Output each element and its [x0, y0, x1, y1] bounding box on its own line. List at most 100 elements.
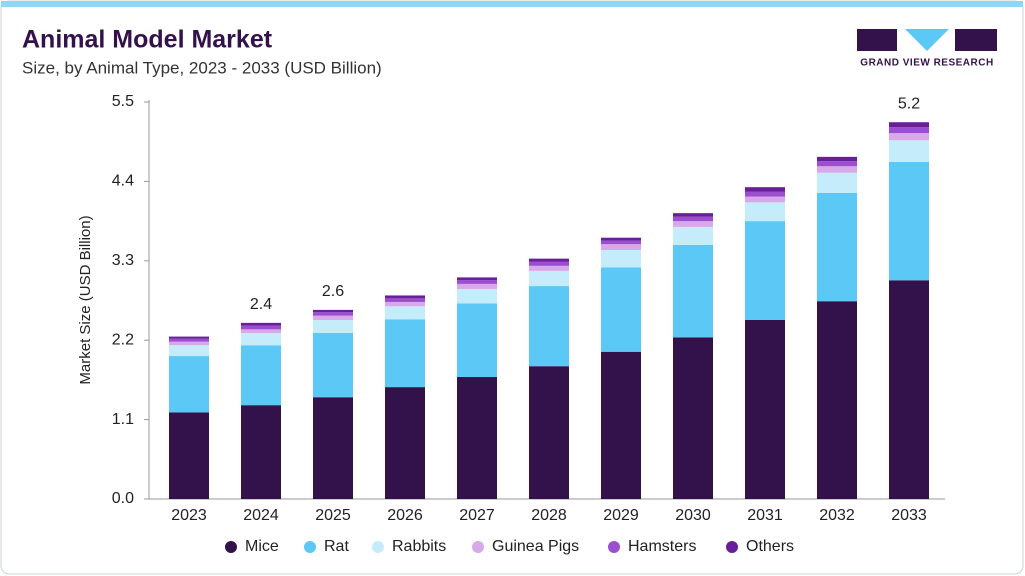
y-tick-label: 2.2 [112, 331, 134, 348]
legend-swatch [608, 541, 620, 553]
bar-segment [529, 265, 569, 271]
bar-segment [313, 309, 353, 313]
bar-segment [817, 166, 857, 173]
chart-subtitle: Size, by Animal Type, 2023 - 2033 (USD B… [22, 58, 382, 77]
x-tick-label: 2027 [459, 507, 495, 524]
legend-label: Guinea Pigs [492, 538, 579, 555]
x-tick-label: 2023 [171, 507, 207, 524]
y-tick-label: 3.3 [112, 252, 134, 269]
bar-segment [601, 240, 641, 245]
bar-segment [601, 237, 641, 241]
x-tick-label: 2031 [747, 507, 783, 524]
logo: GRAND VIEW RESEARCH [857, 29, 997, 69]
bar-segment [889, 280, 929, 499]
bar-segment [385, 301, 425, 307]
bar-segment [385, 306, 425, 320]
bar-segment [601, 249, 641, 268]
bar-segment [241, 405, 281, 499]
chart-title: Animal Model Market [22, 26, 273, 54]
bar-segment [169, 345, 209, 357]
total-label: 5.2 [898, 95, 920, 112]
bar-segment [241, 325, 281, 330]
bar-segment [889, 127, 929, 134]
bar-segment [457, 277, 497, 281]
bar-segment [313, 319, 353, 333]
bar-segment [385, 387, 425, 499]
x-tick-label: 2028 [531, 507, 567, 524]
bar-segment [745, 319, 785, 499]
bar-segment [889, 161, 929, 281]
legend-label: Rat [324, 538, 349, 555]
bar-segment [673, 221, 713, 227]
bar-segment [385, 319, 425, 388]
bar-segment [241, 322, 281, 326]
bar-segment [529, 270, 569, 287]
x-tick-label: 2033 [891, 507, 927, 524]
bar-segment [745, 191, 785, 197]
bar-segment [313, 312, 353, 316]
bar-segment [529, 258, 569, 262]
bar-segment [817, 161, 857, 167]
bar-segment [529, 366, 569, 499]
logo-block [857, 29, 897, 51]
bar-segment [169, 341, 209, 346]
bar-segment [673, 226, 713, 245]
bar-segment [385, 298, 425, 302]
legend-label: Hamsters [628, 538, 696, 555]
y-tick-label: 0.0 [112, 490, 134, 507]
bar-segment [745, 196, 785, 203]
bar-segment [169, 412, 209, 499]
bar-segment [817, 172, 857, 193]
bar-segment [169, 356, 209, 413]
x-tick-label: 2026 [387, 507, 423, 524]
bar-segment [241, 332, 281, 346]
bar-segment [457, 288, 497, 304]
bar-segment [889, 140, 929, 162]
bar-segment [241, 329, 281, 333]
logo-block [955, 29, 997, 51]
x-tick-label: 2032 [819, 507, 855, 524]
bar-segment [313, 332, 353, 398]
bar-segment [457, 280, 497, 284]
bar-segment [529, 286, 569, 367]
bar-segment [169, 338, 209, 342]
x-tick-label: 2029 [603, 507, 639, 524]
bar-segment [673, 216, 713, 222]
bar-segment [673, 213, 713, 217]
bar-segment [817, 192, 857, 302]
legend-label: Others [746, 538, 794, 555]
bar-segment [601, 244, 641, 250]
bar-segment [889, 133, 929, 141]
x-tick-label: 2024 [243, 507, 279, 524]
x-tick-label: 2025 [315, 507, 351, 524]
bar-segment [385, 295, 425, 299]
bar-segment [313, 397, 353, 499]
y-tick-label: 1.1 [112, 411, 134, 428]
legend-swatch [225, 541, 237, 553]
bar-segment [457, 283, 497, 289]
bar-segment [169, 336, 209, 339]
bar-segment [601, 351, 641, 499]
bar-segment [529, 261, 569, 266]
logo-text: GRAND VIEW RESEARCH [860, 58, 993, 69]
bar-segment [673, 244, 713, 338]
top-strip [1, 1, 1023, 7]
logo-block [905, 29, 949, 51]
bar-segment [673, 337, 713, 499]
bar-segment [241, 345, 281, 406]
bar-segment [817, 156, 857, 162]
bar-segment [817, 301, 857, 499]
y-axis-title: Market Size (USD Billion) [77, 215, 94, 384]
y-tick-label: 4.4 [112, 173, 134, 190]
legend-swatch [372, 541, 384, 553]
bar-segment [601, 267, 641, 352]
legend-label: Rabbits [392, 538, 446, 555]
legend-label: Mice [245, 538, 279, 555]
bar-segment [745, 221, 785, 320]
legend-swatch [472, 541, 484, 553]
bar-segment [457, 377, 497, 499]
bar-segment [313, 315, 353, 320]
x-tick-label: 2030 [675, 507, 711, 524]
